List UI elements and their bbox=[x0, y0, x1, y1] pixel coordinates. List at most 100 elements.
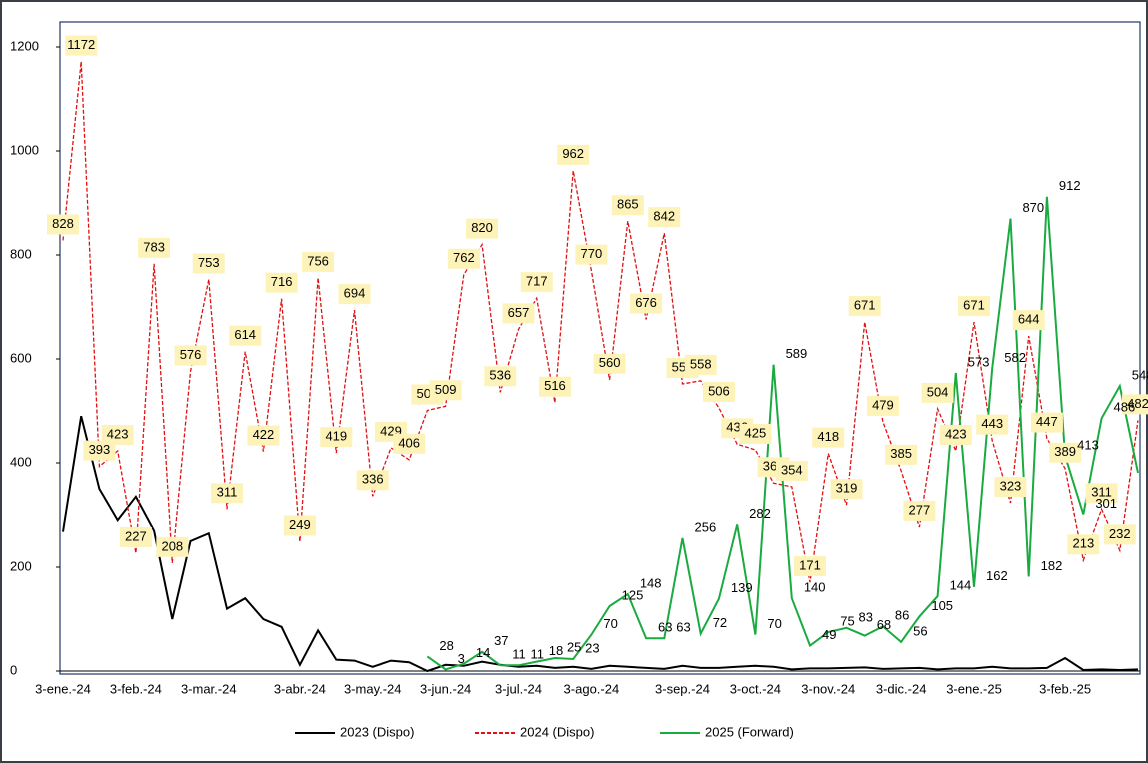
series-line bbox=[426, 196, 1139, 671]
data-label: 676 bbox=[635, 295, 657, 310]
data-label: 282 bbox=[749, 506, 771, 521]
data-label: 11 bbox=[512, 647, 526, 662]
data-label: 536 bbox=[489, 368, 511, 383]
data-label: 86 bbox=[895, 608, 909, 623]
data-label: 68 bbox=[877, 617, 891, 632]
x-tick-label: 3-sep.-24 bbox=[655, 681, 710, 696]
data-label: 140 bbox=[804, 580, 826, 595]
data-label-box bbox=[611, 195, 644, 216]
data-label: 3 bbox=[458, 651, 465, 666]
data-label: 56 bbox=[913, 623, 927, 638]
data-label: 671 bbox=[854, 298, 876, 313]
data-label: 870 bbox=[1022, 200, 1044, 215]
data-label-box bbox=[356, 470, 389, 491]
data-label-box bbox=[775, 460, 808, 481]
data-label-box bbox=[1067, 534, 1100, 555]
data-label: 70 bbox=[767, 616, 781, 631]
data-label: 385 bbox=[890, 446, 912, 461]
data-label: 756 bbox=[307, 253, 329, 268]
data-label: 506 bbox=[708, 383, 730, 398]
data-label: 354 bbox=[781, 462, 803, 477]
x-tick-label: 3-dic.-24 bbox=[876, 681, 927, 696]
data-label: 962 bbox=[562, 146, 584, 161]
x-tick-label: 3-may.-24 bbox=[344, 681, 402, 696]
data-label: 558 bbox=[690, 356, 712, 371]
data-label-box bbox=[210, 483, 243, 504]
data-label-box bbox=[630, 293, 663, 314]
plot-area bbox=[59, 21, 1141, 675]
data-label: 419 bbox=[325, 429, 347, 444]
x-tick-label: 3-mar.-24 bbox=[181, 681, 237, 696]
data-label-box bbox=[119, 526, 152, 547]
data-label-box bbox=[1049, 442, 1082, 463]
data-label: 504 bbox=[927, 384, 949, 399]
data-label-box bbox=[958, 296, 991, 317]
data-label-box bbox=[739, 424, 772, 444]
data-label-box bbox=[47, 214, 79, 235]
y-tick-label: 0 bbox=[10, 662, 17, 677]
y-tick-label: 600 bbox=[10, 350, 32, 365]
data-label: 70 bbox=[603, 616, 617, 631]
data-label: 37 bbox=[494, 633, 508, 648]
data-label: 139 bbox=[731, 580, 753, 595]
data-label-box bbox=[885, 444, 918, 465]
y-tick-label: 400 bbox=[10, 454, 32, 469]
data-label-box bbox=[174, 345, 207, 366]
data-label: 762 bbox=[453, 250, 475, 265]
data-label: 694 bbox=[344, 286, 366, 301]
data-label: 11 bbox=[531, 647, 545, 662]
data-label-box bbox=[393, 433, 426, 454]
data-label: 644 bbox=[1018, 312, 1040, 327]
data-label: 148 bbox=[640, 575, 662, 590]
data-label: 28 bbox=[439, 638, 453, 653]
data-label-box bbox=[447, 248, 480, 269]
data-label-box bbox=[302, 251, 335, 272]
data-label-box bbox=[502, 303, 535, 324]
data-label: 423 bbox=[107, 426, 129, 441]
data-label-box bbox=[976, 414, 1009, 435]
data-label: 18 bbox=[549, 643, 563, 658]
x-tick-label: 3-abr.-24 bbox=[274, 681, 326, 696]
series-line bbox=[62, 415, 1139, 673]
data-label: 479 bbox=[872, 397, 894, 412]
data-label-box bbox=[101, 425, 134, 446]
data-label: 227 bbox=[125, 528, 147, 543]
data-label-box bbox=[520, 272, 553, 293]
data-label: 716 bbox=[271, 274, 293, 289]
data-label: 213 bbox=[1072, 536, 1094, 551]
data-label: 232 bbox=[1109, 526, 1131, 541]
data-label-box bbox=[538, 376, 571, 397]
data-label: 72 bbox=[713, 615, 727, 630]
data-label: 182 bbox=[1041, 558, 1063, 573]
data-label-box bbox=[812, 427, 845, 448]
data-label-box bbox=[1012, 310, 1045, 331]
data-label: 23 bbox=[585, 640, 599, 655]
data-label-box bbox=[484, 366, 517, 387]
data-label: 447 bbox=[1036, 414, 1058, 429]
data-label: 25 bbox=[567, 639, 581, 654]
data-label-box bbox=[338, 284, 371, 305]
data-label: 336 bbox=[362, 472, 384, 487]
data-label-box bbox=[575, 244, 608, 265]
data-label-box bbox=[247, 425, 280, 446]
data-label: 482 bbox=[1127, 396, 1148, 411]
data-label: 509 bbox=[435, 382, 457, 397]
data-label: 144 bbox=[950, 578, 972, 593]
x-tick-label: 3-oct.-24 bbox=[730, 681, 781, 696]
data-label: 171 bbox=[799, 558, 821, 573]
data-label: 63 bbox=[658, 620, 672, 635]
x-tick-label: 3-ago.-24 bbox=[564, 681, 620, 696]
y-tick-label: 800 bbox=[10, 246, 32, 261]
data-label: 865 bbox=[617, 197, 639, 212]
data-label: 573 bbox=[968, 354, 990, 369]
data-label-box bbox=[466, 218, 499, 239]
data-label: 319 bbox=[836, 481, 858, 496]
data-label: 422 bbox=[253, 427, 275, 442]
y-tick-label: 1200 bbox=[10, 38, 39, 53]
data-label: 393 bbox=[89, 442, 111, 457]
data-label: 548 bbox=[1132, 367, 1148, 382]
data-label-box bbox=[903, 500, 936, 521]
data-label: 560 bbox=[599, 355, 621, 370]
data-label: 311 bbox=[217, 485, 238, 500]
